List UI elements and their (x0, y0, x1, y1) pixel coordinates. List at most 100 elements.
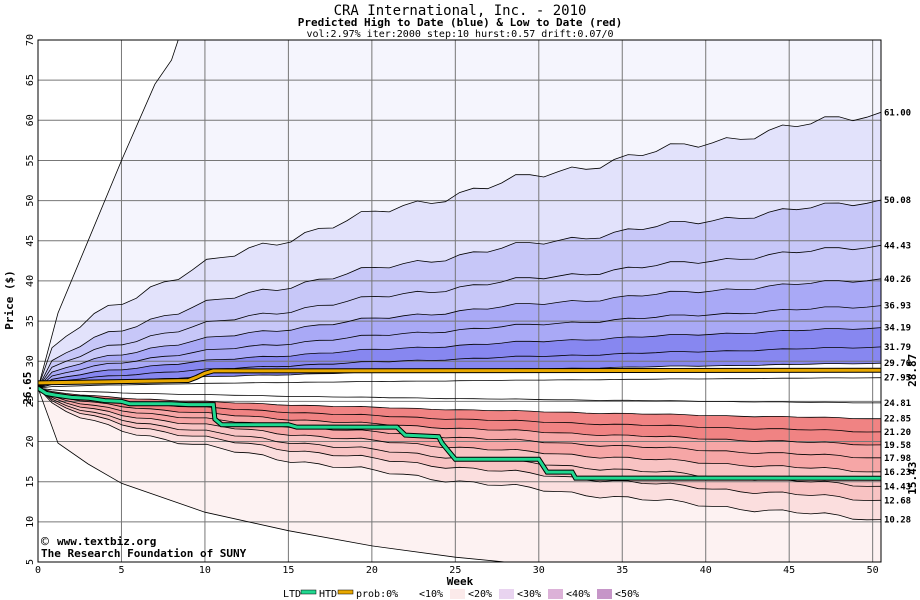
high-band (38, 112, 881, 389)
x-tick-label: 50 (867, 565, 879, 576)
legend-swatch-10 (450, 589, 465, 599)
boundary-value-label: 14.43 (884, 482, 911, 492)
y-tick-label: 35 (25, 315, 36, 327)
chart-params: vol:2.97% iter:2000 step:10 hurst:0.57 d… (306, 29, 613, 40)
plot-content (38, 40, 881, 562)
y-tick-label: 15 (25, 476, 36, 488)
start-price-label: 26.65 (21, 372, 34, 405)
percentile-line (38, 387, 881, 404)
percentile-line (38, 111, 881, 389)
chart-subtitle: Predicted High to Date (blue) & Low to D… (298, 16, 623, 29)
boundary-value-label: 27.95 (884, 374, 911, 384)
x-tick-label: 0 (35, 565, 41, 576)
chart-title: CRA International, Inc. - 2010 (334, 3, 587, 19)
legend-swatch-30 (548, 589, 563, 599)
boundary-value-label: 10.28 (884, 516, 911, 526)
y-tick-label: 55 (25, 154, 36, 166)
legend-swatch-20 (499, 589, 514, 599)
percentile-line (38, 346, 881, 389)
x-tick-label: 30 (533, 565, 545, 576)
y-tick-label: 20 (25, 436, 36, 448)
plot-area (38, 40, 881, 562)
x-tick-label: 15 (282, 565, 294, 576)
boundary-value-label: 31.79 (884, 343, 911, 353)
boundary-value-label: 50.08 (884, 196, 911, 206)
high-band (38, 305, 881, 389)
x-tick-label: 25 (449, 565, 461, 576)
legend: LTD HTD prob:0% <10% <20% <30% <40% <50% (283, 589, 639, 600)
percentile-line (38, 387, 881, 501)
y-axis-label: Price ($) (3, 270, 16, 330)
boundary-value-label: 44.43 (884, 241, 911, 251)
htd-series-line (38, 368, 881, 385)
low-band (38, 388, 881, 562)
watermark-site: www.textbiz.org (57, 535, 156, 548)
low-band (38, 388, 881, 487)
boundary-value-label: 12.68 (884, 496, 911, 506)
boundary-value-label: 19.58 (884, 441, 911, 451)
low-band (38, 388, 881, 445)
boundary-value-label: 61.00 (884, 108, 911, 118)
boundary-value-label: 29.76 (884, 359, 911, 369)
legend-ltd-label: LTD (283, 589, 301, 600)
boundary-value-label: 21.20 (884, 428, 911, 438)
percentile-line (38, 387, 881, 521)
percentile-line (38, 387, 881, 446)
percentile-line (38, 40, 881, 389)
percentile-line (38, 387, 881, 562)
percentile-line (38, 305, 881, 389)
watermark-org: The Research Foundation of SUNY (41, 547, 247, 560)
ltd-series-line (38, 386, 881, 480)
low-band (38, 388, 881, 472)
boundary-value-label: 34.19 (884, 324, 911, 334)
y-tick-label: 30 (25, 355, 36, 367)
legend-20-label: <20% (468, 589, 492, 600)
legend-prob-label: prob:0% (356, 589, 398, 600)
legend-40-label: <40% (566, 589, 590, 600)
low-band (38, 388, 881, 501)
percentile-line (38, 387, 881, 473)
legend-10-label: <10% (419, 589, 443, 600)
percentile-line (38, 387, 881, 459)
high-band (38, 40, 881, 389)
legend-swatch-0 (401, 589, 416, 599)
legend-ltd-swatch (300, 589, 317, 595)
plot-border (37, 39, 882, 563)
high-band (38, 346, 881, 389)
high-band (38, 278, 881, 389)
htd-end-label: 28.87 (906, 354, 919, 387)
boundary-value-label: 16.23 (884, 468, 911, 478)
y-tick-label: 5 (25, 559, 36, 565)
y-tick-label: 65 (25, 74, 36, 86)
y-tick-label: 25 (25, 395, 36, 407)
y-tick-label: 40 (25, 275, 36, 287)
boundary-value-label: 24.81 (884, 399, 911, 409)
x-tick-label: 40 (700, 565, 712, 576)
percentile-line (38, 244, 881, 389)
legend-swatch-40 (597, 589, 612, 599)
high-band (38, 327, 881, 389)
x-tick-label: 20 (366, 565, 378, 576)
watermark: © www.textbiz.org The Research Foundatio… (41, 535, 247, 560)
copyright-icon: © (41, 535, 49, 550)
high-band (38, 200, 881, 389)
boundary-labels: 61.00 50.08 44.43 40.26 36.93 34.19 31.79 29.76… (21, 108, 919, 525)
mid-band (38, 377, 881, 403)
x-tick-label: 45 (783, 565, 795, 576)
boundary-value-label: 40.26 (884, 275, 911, 285)
chart-title-block: CRA International, Inc. - 2010 Predicted… (298, 3, 623, 40)
ltd-end-label: 15.43 (906, 462, 919, 495)
x-axis-label: Week (447, 575, 474, 588)
legend-50-label: <50% (615, 589, 639, 600)
x-tick-label: 5 (118, 565, 124, 576)
legend-30-label: <30% (517, 589, 541, 600)
boundary-value-label: 17.98 (884, 454, 911, 464)
y-tick-label: 50 (25, 195, 36, 207)
percentile-line (38, 199, 881, 389)
x-tick-label: 35 (616, 565, 628, 576)
axes: 0 5 10 15 20 25 30 35 40 45 5051015202530354045505… (25, 34, 882, 576)
percentile-line (38, 327, 881, 389)
y-tick-label: 60 (25, 114, 36, 126)
boundary-value-label: 36.93 (884, 302, 911, 312)
